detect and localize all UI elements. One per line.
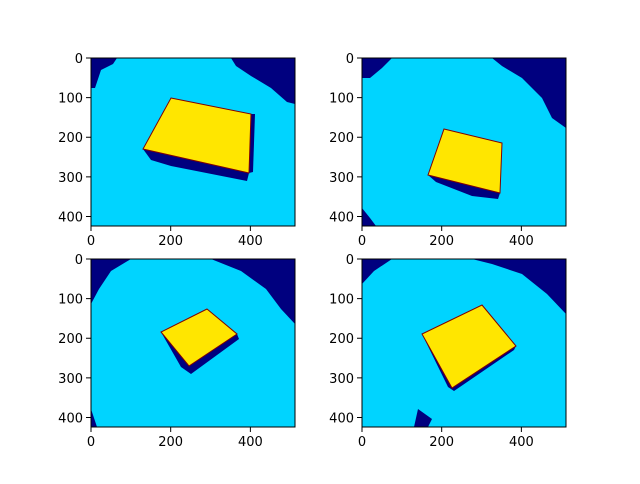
y-tick-label: 400 [329,411,354,426]
region [91,259,131,304]
y-tick-label: 200 [329,332,354,347]
y-tick-label: 400 [58,210,83,225]
x-tick-label: 400 [509,435,534,450]
y-tick-label: 0 [346,253,354,268]
axes-frame [361,57,567,227]
object [160,308,238,367]
y-tick-label: 200 [58,332,83,347]
shadow [428,175,500,199]
y-tick-label: 0 [75,253,83,268]
x-tick-label: 200 [429,234,454,249]
x-tick-label: 0 [87,435,95,450]
y-tick-label: 300 [58,372,83,387]
x-tick-label: 400 [238,234,263,249]
region [362,259,392,284]
object [142,97,252,174]
axes-frame [90,57,296,227]
shadow [143,149,249,181]
axes: 0 200 400 0 100 200 300 400 [329,52,567,249]
y-tick-label: 100 [58,293,83,308]
object [421,304,517,389]
axes-frame [361,258,567,428]
x-tick-label: 0 [358,234,366,249]
shadow [161,332,239,374]
x-tick-label: 200 [158,435,183,450]
region [472,259,566,314]
region [362,208,376,226]
y-tick-label: 100 [58,92,83,107]
x-tick-label: 400 [509,234,534,249]
y-tick-label: 0 [346,52,354,67]
y-tick-label: 100 [329,293,354,308]
x-tick-label: 400 [238,435,263,450]
region [91,409,97,427]
region [231,58,295,104]
y-tick-label: 300 [329,171,354,186]
region [91,58,117,88]
x-tick-label: 0 [87,234,95,249]
y-tick-label: 100 [329,92,354,107]
region [211,259,295,324]
region [492,58,566,128]
x-tick-label: 200 [429,435,454,450]
y-tick-label: 400 [329,210,354,225]
axes: 0 200 400 0 100 200 300 400 [329,253,567,450]
y-tick-label: 300 [58,171,83,186]
x-tick-label: 200 [158,234,183,249]
region [414,409,432,427]
y-tick-label: 300 [329,372,354,387]
x-tick-label: 0 [358,435,366,450]
y-tick-label: 200 [58,131,83,146]
region [362,58,392,78]
object [427,128,503,194]
y-tick-label: 400 [58,411,83,426]
axes: 0 200 400 0 100 200 300 400 [58,52,296,249]
y-tick-label: 200 [329,131,354,146]
axes: 0 200 400 0 100 200 300 400 [58,253,296,450]
axes-frame [90,258,296,428]
y-tick-label: 0 [75,52,83,67]
